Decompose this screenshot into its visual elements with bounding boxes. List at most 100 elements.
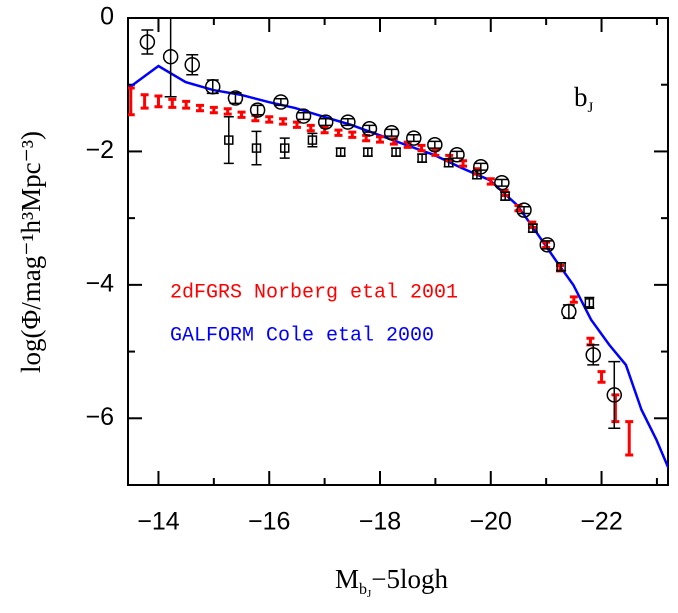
data-point bbox=[361, 120, 378, 137]
data-point bbox=[295, 108, 312, 124]
y-tick-label: 0 bbox=[100, 3, 114, 31]
error-bar bbox=[265, 115, 274, 124]
annotation: bJ bbox=[574, 82, 594, 116]
y-tick-label: −4 bbox=[85, 269, 114, 297]
data-point bbox=[139, 34, 156, 50]
error-bar bbox=[608, 360, 621, 430]
y-tick-label: −6 bbox=[85, 403, 114, 431]
model-line bbox=[128, 64, 668, 471]
annotation-sub: J bbox=[588, 100, 594, 116]
error-bar bbox=[417, 143, 426, 153]
error-bar bbox=[625, 420, 634, 457]
error-bar bbox=[486, 177, 495, 186]
x-tick-label: −16 bbox=[248, 508, 290, 536]
data-point bbox=[184, 56, 200, 73]
error-bar bbox=[518, 206, 530, 215]
error-bar bbox=[376, 135, 384, 144]
data-point bbox=[227, 90, 244, 106]
error-bar bbox=[251, 130, 262, 166]
error-bar bbox=[348, 130, 357, 139]
error-bar bbox=[251, 104, 264, 116]
data-point bbox=[391, 147, 401, 157]
data-point bbox=[204, 78, 221, 95]
data-point bbox=[500, 191, 510, 201]
error-bar bbox=[407, 134, 420, 143]
error-bar bbox=[611, 393, 620, 424]
error-bar bbox=[306, 123, 315, 133]
x-tick-label: −22 bbox=[580, 508, 622, 536]
error-bar bbox=[274, 97, 287, 107]
error-bar bbox=[542, 240, 551, 249]
data-point bbox=[584, 298, 595, 308]
data-point bbox=[472, 170, 482, 180]
error-bar bbox=[140, 93, 149, 110]
error-bar bbox=[341, 117, 354, 127]
error-bar bbox=[196, 103, 204, 113]
x-tick-label: −14 bbox=[137, 508, 180, 536]
x-label-rest: −5logh bbox=[371, 564, 448, 594]
error-bar bbox=[279, 117, 288, 126]
error-bar bbox=[141, 29, 154, 55]
error-bar bbox=[168, 97, 177, 109]
data-point bbox=[340, 114, 356, 130]
error-bar bbox=[182, 99, 191, 110]
plot-frame bbox=[127, 17, 669, 486]
data-point bbox=[606, 387, 623, 403]
data-point bbox=[585, 347, 601, 363]
error-bar bbox=[597, 370, 606, 384]
error-bar bbox=[128, 86, 135, 117]
error-bar bbox=[334, 128, 343, 137]
error-bar bbox=[237, 110, 246, 119]
data-point bbox=[307, 135, 318, 145]
data-point bbox=[224, 135, 234, 145]
data-point bbox=[417, 153, 427, 163]
error-bar bbox=[223, 115, 234, 165]
error-bar bbox=[319, 117, 332, 127]
error-bar bbox=[297, 111, 310, 121]
data-point bbox=[528, 223, 538, 233]
data-point bbox=[516, 202, 532, 218]
y-tick-label: −2 bbox=[85, 136, 114, 164]
x-tick-label: −18 bbox=[359, 508, 401, 536]
error-bar bbox=[292, 120, 301, 129]
data-point bbox=[427, 137, 443, 153]
error-bar bbox=[431, 148, 440, 157]
data-point bbox=[539, 237, 556, 253]
data-point bbox=[449, 147, 465, 163]
data-point bbox=[561, 303, 577, 320]
data-point bbox=[317, 114, 334, 130]
data-point bbox=[363, 147, 373, 157]
data-point bbox=[335, 147, 346, 157]
error-bar bbox=[569, 295, 578, 304]
x-label-main: M bbox=[335, 564, 359, 594]
error-bar bbox=[363, 124, 376, 133]
x-tick-label: −20 bbox=[470, 508, 512, 536]
annotation-main: b bbox=[574, 82, 588, 112]
y-axis-label: log(Φ/mag⁻¹h³Mpc⁻³) bbox=[16, 131, 46, 373]
error-bar bbox=[385, 128, 398, 137]
error-bar bbox=[586, 336, 595, 347]
x-label-sub: b bbox=[359, 581, 367, 598]
data-point bbox=[443, 158, 454, 168]
data-point bbox=[383, 124, 400, 141]
error-bar bbox=[209, 105, 218, 115]
data-point bbox=[556, 262, 566, 272]
error-bar bbox=[541, 240, 554, 250]
x-axis-label: MbJ−5logh bbox=[335, 564, 449, 599]
data-point bbox=[406, 130, 422, 146]
x-label-subsub: J bbox=[367, 588, 372, 600]
error-bar bbox=[154, 94, 163, 109]
error-bar bbox=[428, 140, 441, 149]
legend-entry: GALFORM Cole etal 2000 bbox=[170, 324, 434, 347]
data-point bbox=[273, 94, 289, 110]
error-bar bbox=[164, 18, 177, 98]
error-bar bbox=[495, 178, 508, 187]
data-point bbox=[494, 175, 510, 191]
error-bar bbox=[223, 107, 232, 116]
legend-entry: 2dFGRS Norberg etal 2001 bbox=[170, 281, 458, 304]
data-point bbox=[251, 143, 262, 153]
data-point bbox=[249, 102, 266, 118]
data-point bbox=[162, 48, 179, 65]
data-point bbox=[279, 143, 290, 153]
